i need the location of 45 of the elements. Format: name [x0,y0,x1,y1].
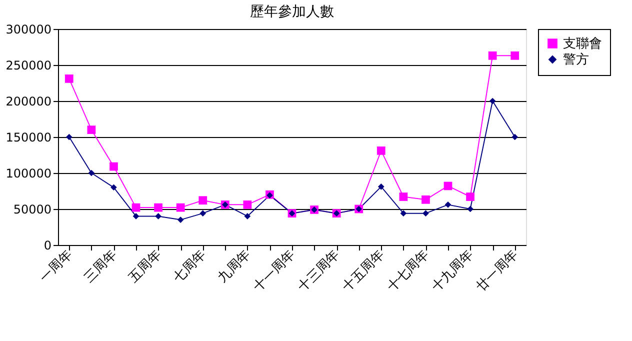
point [155,213,162,220]
point [510,51,520,60]
point [489,98,496,104]
point [177,216,184,223]
point [154,203,162,212]
y-tick-label: 0 [44,238,52,252]
y-tick-label: 50000 [13,202,52,216]
point [467,206,474,212]
point [87,126,96,134]
point [422,210,429,216]
point [88,170,95,176]
point [64,74,74,83]
y-tick-label: 150000 [6,130,52,144]
legend-label: 支聯會 [563,36,602,52]
point [66,134,72,140]
legend-label: 警方 [563,52,589,68]
point [466,192,474,201]
x-tick-label: 三周年 [82,248,120,286]
point [444,182,452,190]
point [444,202,452,208]
point [488,51,497,60]
point [399,192,408,201]
x-tick-label: 廿一周年 [474,248,522,295]
point [132,203,140,212]
point [244,213,251,220]
y-tick-label: 100000 [6,166,52,180]
point [110,184,117,191]
point [376,146,386,155]
point [243,200,252,209]
point [378,184,384,190]
point [132,213,140,220]
point [200,210,206,216]
point [512,134,518,140]
point [198,196,208,205]
point [110,162,118,171]
y-tick-label: 250000 [6,58,52,72]
chart-title: 歷年參加人數 [250,4,334,20]
point [400,210,407,216]
y-tick-label: 200000 [6,94,52,108]
y-tick-label: 300000 [6,22,52,36]
x-tick-label: 五周年 [126,248,164,286]
x-tick-label: 十九周年 [429,248,476,295]
x-tick-label: 七周年 [170,248,210,286]
point [422,195,430,204]
point [176,203,185,212]
